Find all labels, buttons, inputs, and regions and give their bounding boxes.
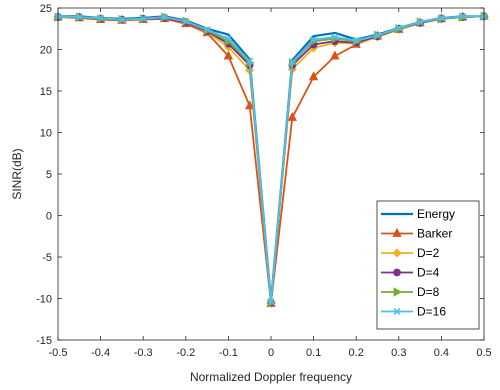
y-tick-label: 20 [40,45,52,57]
x-tick-label: 0.5 [476,347,491,359]
data-point [331,33,339,41]
legend-label: D=8 [417,285,440,299]
data-point [267,298,275,306]
data-point [97,14,105,22]
y-tick-label: -15 [36,335,52,347]
legend-item: D=8 [381,285,440,299]
y-tick-label: -10 [36,294,52,306]
data-point [374,31,381,39]
y-tick-label: 5 [46,169,52,181]
x-tick-label: -0.5 [49,347,68,359]
data-point [75,13,83,21]
legend-item: Barker [381,227,452,241]
x-tick-label: 0.4 [434,347,449,359]
data-point [224,35,232,43]
x-tick-label: 0.2 [349,347,364,359]
data-point [161,13,168,21]
data-point [245,100,255,110]
data-point [416,18,424,26]
legend-box [376,200,480,330]
data-point [308,71,319,81]
axes-layer: -0.5 -0.4 -0.3 -0.2 -0.1 0 0.1 0.2 0.3 0.4 0.5 -15 -… [36,3,492,359]
x-tick-label: -0.1 [219,347,238,359]
y-tick-label: 25 [40,3,52,15]
data-point [310,36,318,43]
x-tick-label: -0.3 [134,347,153,359]
y-axis-label: SINR(dB) [10,148,24,199]
legend: Energy Barker D=2 D=4 D=8 D=16 [376,200,480,330]
y-tick-label: -5 [42,252,52,264]
data-point [182,17,190,25]
legend-label: D=2 [417,246,440,260]
x-tick-label: -0.2 [176,347,195,359]
legend-marker [393,287,402,297]
legend-item: D=16 [381,305,446,319]
data-point [437,14,445,22]
y-tick-label: 15 [40,86,52,98]
series-d-16 [54,12,488,306]
series-layer [53,10,489,308]
legend-marker [392,248,402,258]
data-point [459,12,467,20]
data-point [118,16,126,24]
data-point [223,50,234,60]
y-tick-label: 0 [46,211,52,223]
data-point [203,26,211,34]
legend-label: D=16 [417,305,446,319]
legend-item: D=2 [381,246,440,260]
data-point [352,36,360,44]
x-tick-label: -0.4 [91,347,110,359]
legend-item: Energy [381,207,455,221]
data-point [288,58,296,66]
legend-label: D=4 [417,266,440,280]
legend-marker [393,268,401,277]
x-tick-label: 0.3 [391,347,406,359]
y-tick-label: 10 [40,128,52,140]
legend-label: Barker [417,227,452,241]
legend-item: D=4 [381,266,440,280]
data-point [330,50,340,60]
x-tick-label: 0.1 [306,347,321,359]
data-point [139,15,147,23]
x-tick-label: 0 [268,347,274,359]
legend-marker [392,227,402,237]
legend-marker [393,308,401,315]
x-axis-label: Normalized Doppler frequency [190,370,352,384]
data-point [395,24,403,32]
legend-label: Energy [417,207,455,221]
data-point [287,111,297,121]
data-point [246,57,254,65]
